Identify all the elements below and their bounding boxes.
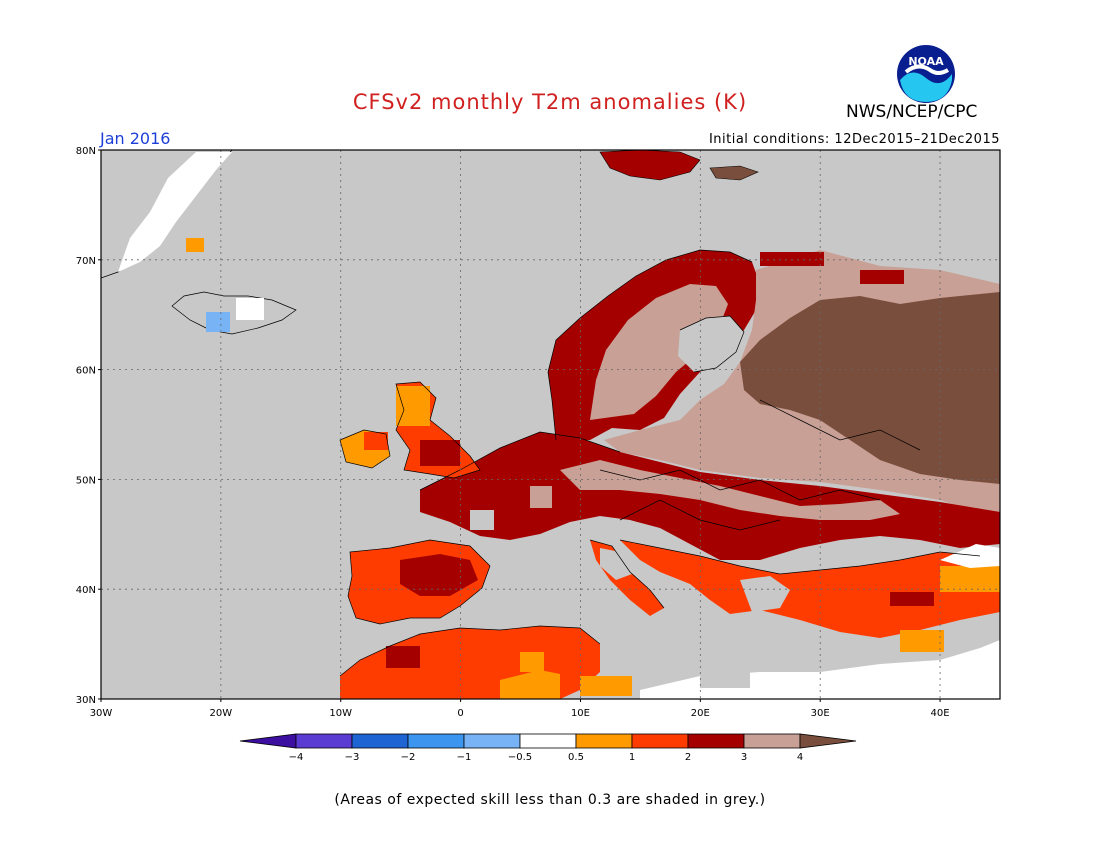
lon-tick-label: 30E bbox=[811, 708, 830, 719]
lon-tick-label: 20W bbox=[210, 708, 233, 719]
lon-tick-label: 10W bbox=[329, 708, 352, 719]
legend-swatch bbox=[743, 733, 801, 749]
graticule bbox=[101, 150, 1000, 699]
lon-tick-label: 20E bbox=[691, 708, 710, 719]
legend-label: 3 bbox=[741, 752, 747, 763]
initial-conditions: Initial conditions: 12Dec2015–21Dec2015 bbox=[708, 132, 1000, 147]
greenland-white bbox=[118, 152, 232, 272]
lat-tick-label: 60N bbox=[76, 366, 96, 377]
lat-tick-label: 30N bbox=[76, 695, 96, 706]
svalbard bbox=[599, 150, 701, 181]
lat-tick-label: 50N bbox=[76, 475, 96, 486]
lon-tick-label: 0 bbox=[457, 708, 463, 719]
forecast-month: Jan 2016 bbox=[100, 129, 171, 148]
legend-label: −4 bbox=[289, 752, 304, 763]
legend-swatch bbox=[407, 733, 465, 749]
legend-label: 2 bbox=[685, 752, 691, 763]
iceland-cool bbox=[206, 312, 230, 332]
greenland-warm bbox=[186, 238, 204, 252]
color-legend: −4 −3 −2 −1 −0.5 0.5 1 2 3 4 bbox=[239, 733, 857, 763]
map-frame bbox=[100, 149, 1001, 700]
legend-label: −2 bbox=[401, 752, 416, 763]
lat-labels: 30N 40N 50N 60N 70N 80N bbox=[76, 146, 101, 706]
lon-tick-label: 10E bbox=[571, 708, 590, 719]
legend-swatch bbox=[575, 733, 633, 749]
skill-footnote: (Areas of expected skill less than 0.3 a… bbox=[334, 792, 766, 808]
map-title: CFSv2 monthly T2m anomalies (K) bbox=[352, 90, 748, 114]
legend-label: −0.5 bbox=[508, 752, 532, 763]
lon-tick-label: 40E bbox=[931, 708, 950, 719]
lat-tick-label: 70N bbox=[76, 256, 96, 267]
legend-swatch bbox=[631, 733, 689, 749]
legend-swatch bbox=[519, 733, 577, 749]
lon-labels: 30W 20W 10W 0 10E 20E 30E 40E bbox=[90, 699, 950, 719]
legend-label: 1 bbox=[629, 752, 635, 763]
noaa-logo-icon: NOAA bbox=[896, 44, 956, 108]
lat-tick-label: 40N bbox=[76, 585, 96, 596]
legend-low-arrow bbox=[239, 733, 297, 749]
legend-label: 0.5 bbox=[568, 752, 584, 763]
lon-tick-label: 30W bbox=[90, 708, 113, 719]
anomaly-field bbox=[101, 150, 1000, 699]
agency-label: NWS/NCEP/CPC bbox=[846, 102, 978, 122]
legend-swatch bbox=[295, 733, 353, 749]
legend-swatch bbox=[351, 733, 409, 749]
legend-label: 4 bbox=[797, 752, 803, 763]
legend-label: −1 bbox=[457, 752, 472, 763]
russia-strong bbox=[740, 292, 1000, 484]
lat-tick-label: 80N bbox=[76, 146, 96, 157]
legend-swatch bbox=[463, 733, 521, 749]
svg-text:NOAA: NOAA bbox=[908, 55, 944, 68]
coastlines bbox=[339, 249, 981, 677]
legend-label: −3 bbox=[345, 752, 360, 763]
legend-high-arrow bbox=[799, 733, 857, 749]
legend-swatch bbox=[687, 733, 745, 749]
